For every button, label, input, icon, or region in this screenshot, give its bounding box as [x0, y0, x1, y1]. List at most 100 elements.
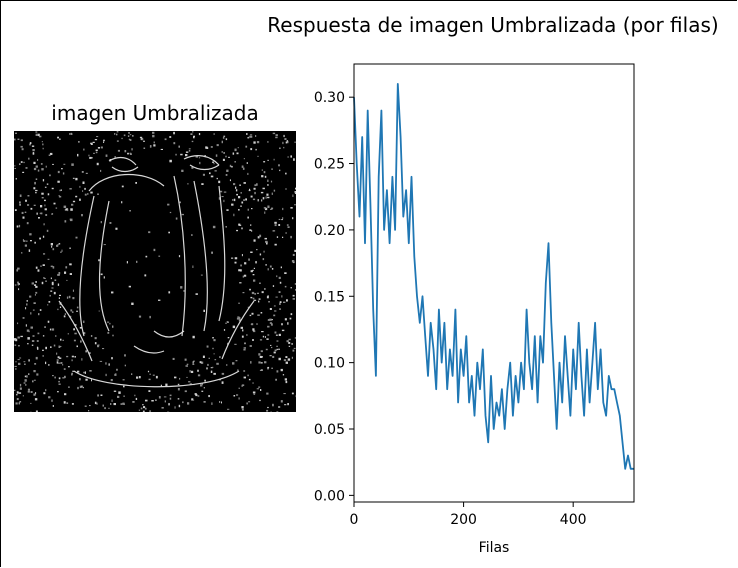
image-speckle-dot	[238, 317, 241, 319]
image-speckle-dot	[50, 346, 52, 348]
image-speckle-dot	[54, 376, 56, 379]
image-speckle-dot	[29, 233, 32, 236]
image-speckle-dot	[129, 139, 132, 141]
image-speckle-dot	[148, 231, 151, 234]
image-speckle-dot	[14, 168, 16, 169]
image-speckle-dot	[250, 296, 253, 299]
image-speckle	[14, 131, 296, 412]
image-speckle-dot	[142, 410, 145, 412]
image-speckle-dot	[153, 144, 156, 147]
image-speckle-dot	[271, 319, 273, 321]
image-speckle-dot	[186, 376, 188, 378]
image-speckle-dot	[227, 321, 229, 323]
image-speckle-dot	[287, 358, 291, 361]
image-speckle-dot	[281, 219, 283, 221]
image-speckle-dot	[41, 281, 44, 285]
image-speckle-dot	[243, 370, 246, 372]
image-speckle-dot	[236, 193, 238, 196]
image-speckle-dot	[267, 325, 270, 328]
image-speckle-dot	[37, 269, 40, 272]
image-speckle-dot	[229, 179, 231, 182]
image-speckle-dot	[245, 145, 248, 148]
image-speckle-dot	[241, 201, 244, 204]
image-speckle-dot	[266, 409, 269, 412]
image-speckle-dot	[48, 301, 51, 303]
image-speckle-dot	[20, 161, 23, 163]
image-speckle-dot	[248, 378, 251, 381]
image-speckle-dot	[221, 151, 223, 153]
image-speckle-dot	[39, 135, 42, 138]
image-speckle-dot	[280, 368, 283, 372]
image-speckle-dot	[201, 183, 204, 185]
image-speckle-dot	[19, 204, 21, 206]
image-speckle-dot	[32, 380, 34, 383]
image-speckle-dot	[242, 329, 244, 332]
image-speckle-dot	[270, 180, 273, 183]
image-speckle-dot	[250, 135, 253, 138]
image-speckle-dot	[100, 394, 103, 396]
image-speckle-dot	[243, 348, 246, 351]
image-speckle-dot	[108, 363, 110, 366]
image-speckle-dot	[174, 376, 177, 379]
image-speckle-dot	[72, 200, 76, 203]
image-speckle-dot	[254, 184, 257, 187]
image-speckle-dot	[34, 241, 36, 244]
image-speckle-dot	[113, 390, 117, 392]
y-tick-label: 0.05	[314, 422, 345, 438]
image-speckle-dot	[28, 373, 30, 375]
image-speckle-dot	[105, 154, 108, 157]
image-speckle-dot	[116, 131, 119, 133]
image-speckle-dot	[155, 375, 158, 379]
image-speckle-dot	[26, 303, 28, 306]
image-speckle-dot	[276, 345, 278, 347]
image-speckle-dot	[280, 266, 282, 269]
image-speckle-dot	[237, 316, 240, 318]
image-speckle-dot	[27, 337, 30, 340]
image-speckle-dot	[223, 329, 226, 331]
image-speckle-dot	[259, 355, 263, 358]
image-speckle-dot	[252, 330, 256, 333]
image-speckle-dot	[49, 152, 53, 155]
image-speckle-dot	[239, 224, 242, 226]
image-speckle-dot	[294, 192, 296, 194]
image-speckle-dot	[71, 311, 74, 313]
image-speckle-dot	[17, 284, 19, 286]
image-speckle-dot	[114, 156, 116, 158]
image-speckle-dot	[278, 348, 280, 350]
image-speckle-dot	[238, 209, 240, 211]
image-speckle-dot	[256, 183, 258, 186]
image-speckle-dot	[37, 332, 40, 335]
image-speckle-dot	[284, 404, 287, 406]
image-speckle-dot	[275, 378, 277, 381]
image-speckle-dot	[115, 227, 118, 230]
image-speckle-dot	[244, 342, 246, 345]
image-speckle-dot	[148, 390, 151, 392]
image-speckle-dot	[253, 299, 257, 301]
image-speckle-dot	[200, 274, 203, 276]
image-speckle-dot	[49, 328, 52, 331]
image-speckle-dot	[269, 308, 272, 310]
series-line	[353, 83, 634, 470]
image-speckle-dot	[226, 364, 228, 366]
image-speckle-dot	[50, 243, 53, 246]
image-speckle-dot	[64, 220, 67, 223]
image-speckle-dot	[149, 145, 152, 148]
image-speckle-dot	[292, 298, 295, 300]
image-speckle-dot	[24, 244, 27, 247]
image-speckle-dot	[281, 295, 283, 298]
image-speckle-dot	[206, 345, 209, 348]
image-speckle-dot	[272, 230, 276, 232]
image-speckle-dot	[40, 212, 43, 215]
image-speckle-dot	[198, 133, 201, 136]
image-speckle-dot	[32, 152, 35, 155]
image-speckle-dot	[18, 288, 20, 291]
image-speckle-dot	[84, 187, 86, 190]
image-speckle-dot	[69, 247, 71, 249]
image-speckle-dot	[272, 355, 275, 358]
image-speckle-dot	[105, 373, 107, 377]
image-speckle-dot	[255, 261, 257, 264]
image-speckle-dot	[74, 356, 76, 358]
image-speckle-dot	[114, 133, 116, 135]
image-speckle-dot	[208, 357, 210, 359]
